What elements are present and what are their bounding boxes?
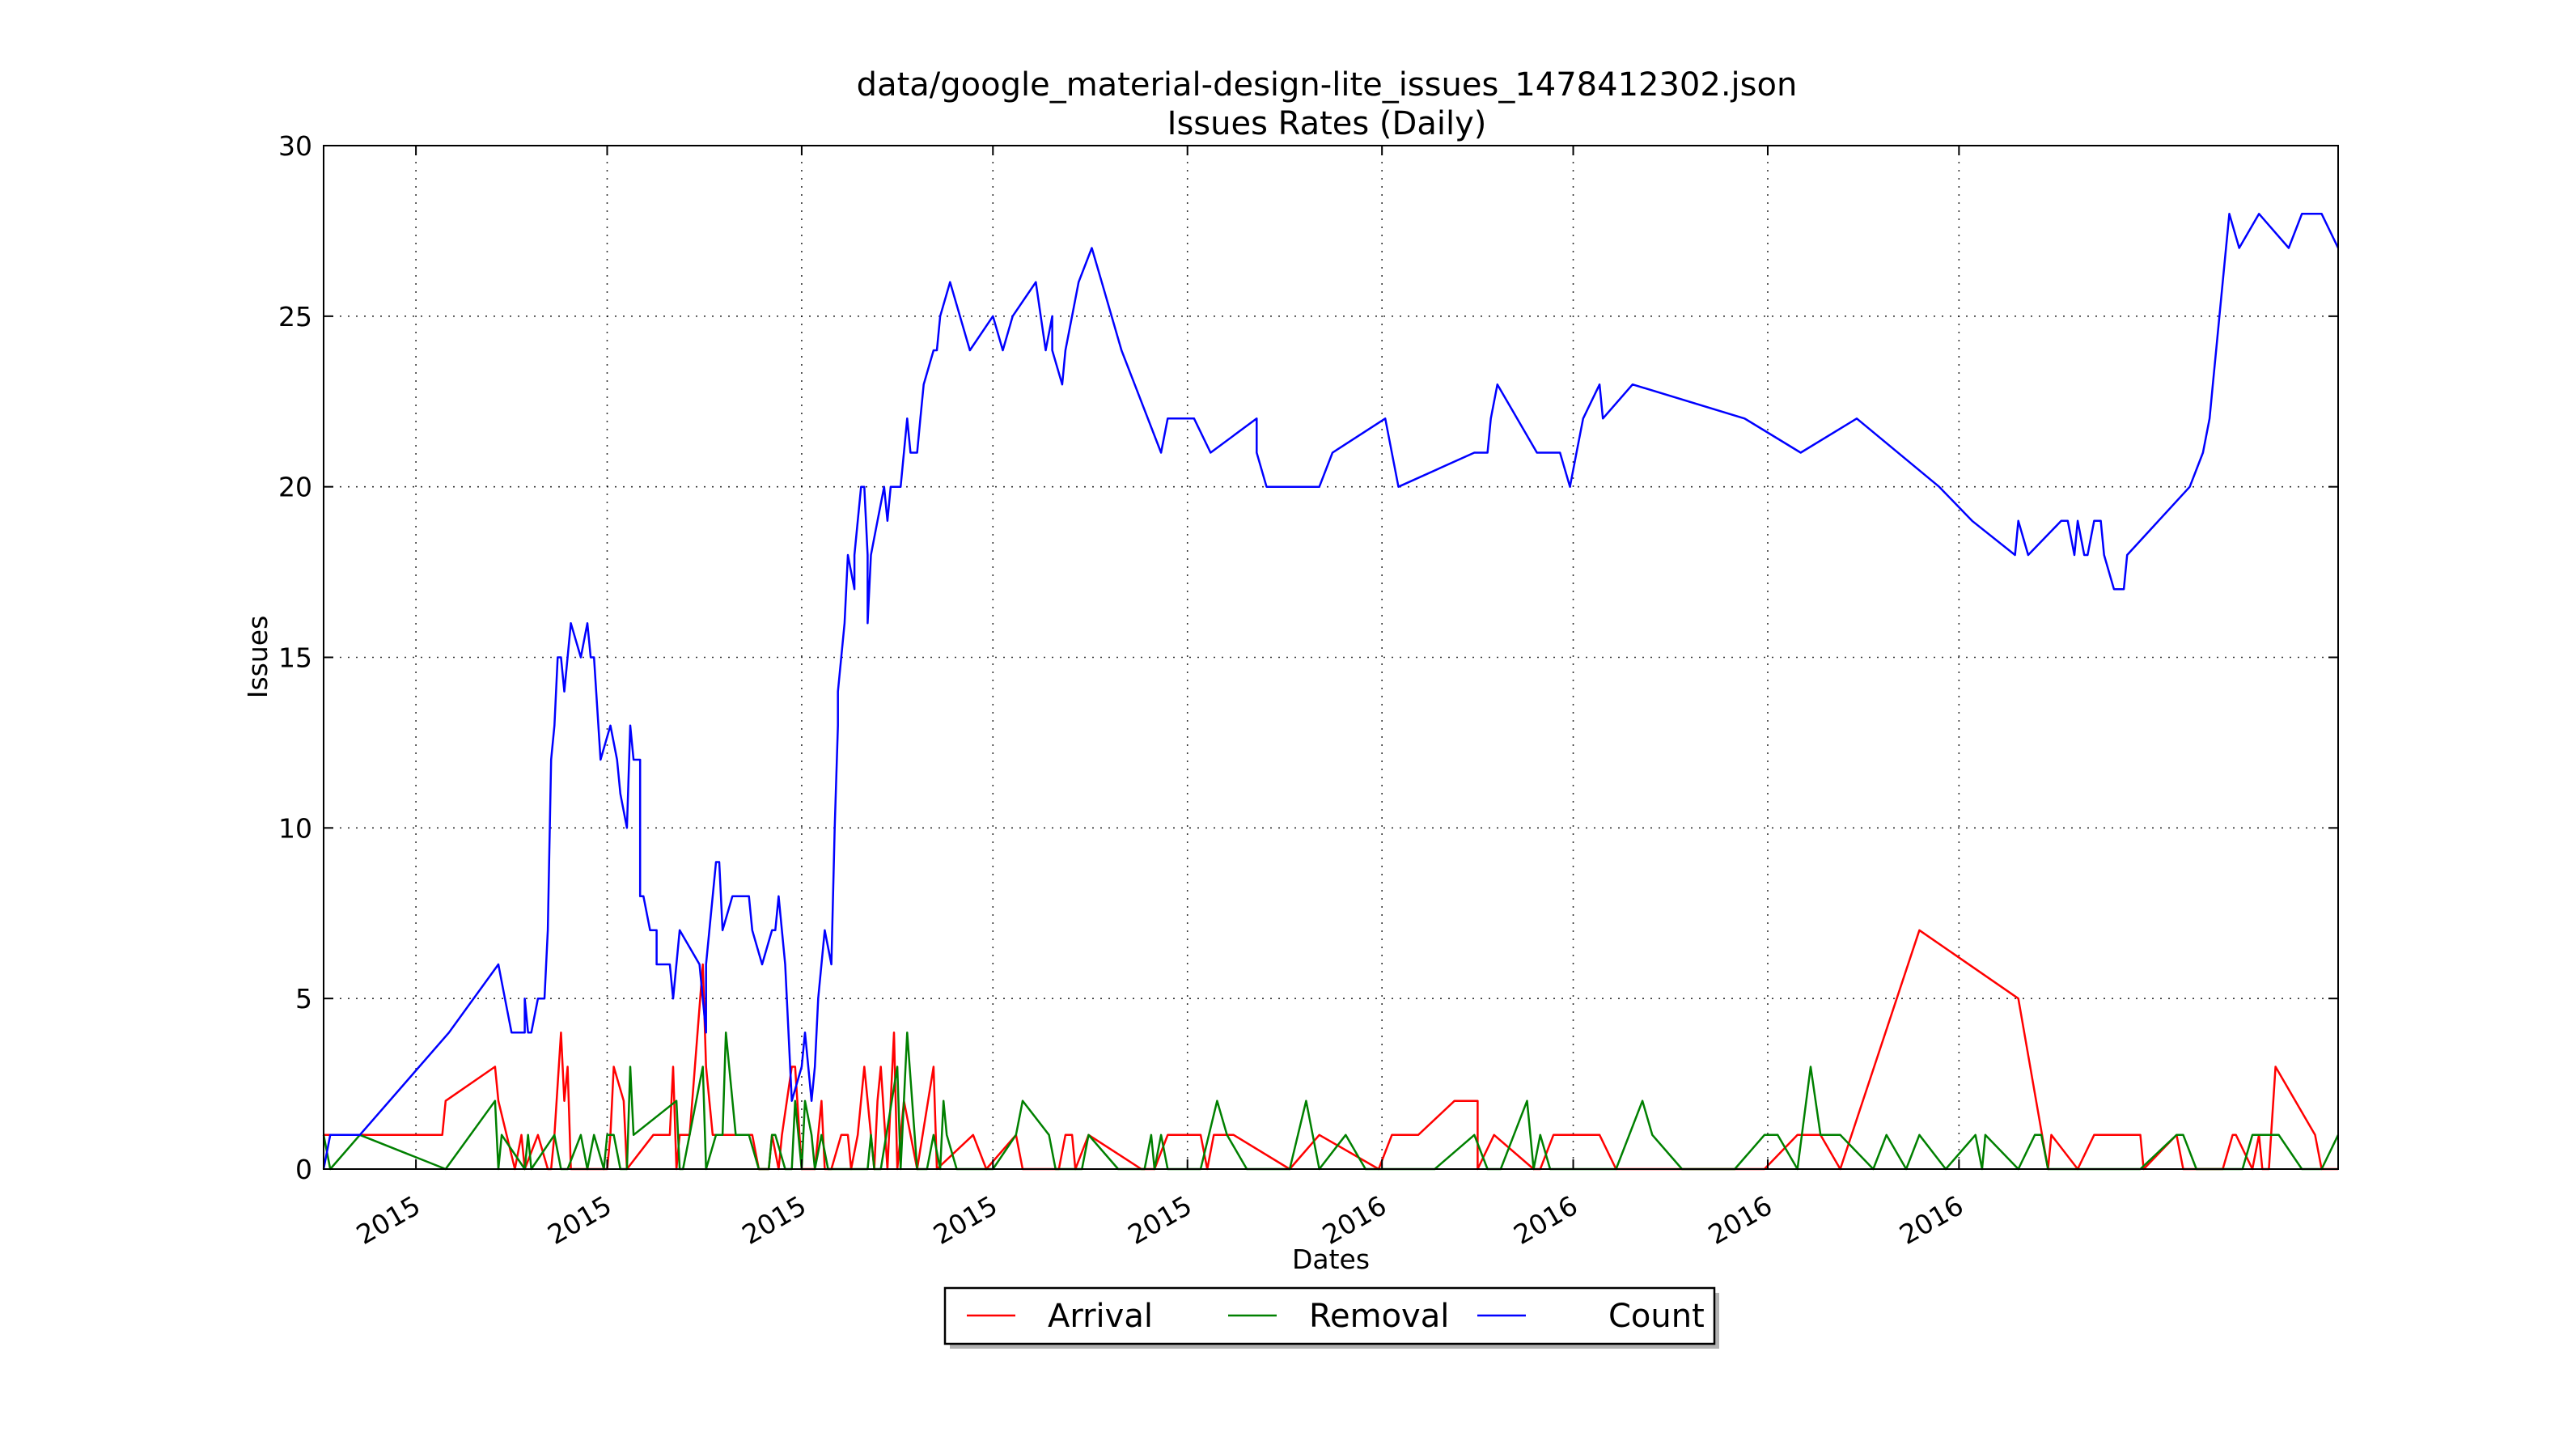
x-axis-title: Dates — [1292, 1244, 1370, 1275]
y-tick-label: 20 — [278, 472, 312, 503]
x-tick-label: 2016 — [1703, 1189, 1777, 1251]
series-lines — [322, 213, 2340, 1171]
y-axis-title: Issues — [242, 616, 273, 699]
x-tick-label: 2015 — [737, 1189, 811, 1251]
series-line-count — [322, 213, 2340, 1170]
x-tick-labels: 2015 2015 2015 2015 2015 2016 2016 2016 2016 — [351, 1189, 1968, 1251]
x-tick-label: 2016 — [1317, 1189, 1392, 1251]
x-tick-label: 2016 — [1894, 1189, 1968, 1251]
axis-ticks — [324, 145, 2338, 1170]
legend-label-count: Count — [1608, 1298, 1705, 1335]
legend-label-removal: Removal — [1309, 1298, 1449, 1335]
chart-title: data/google_material-design-lite_issues_… — [857, 66, 1798, 104]
legend: Arrival Removal Count — [943, 1286, 1719, 1349]
y-tick-label: 25 — [278, 301, 312, 333]
x-tick-label: 2015 — [1122, 1189, 1197, 1251]
y-tick-label: 0 — [295, 1154, 312, 1185]
chart-subtitle: Issues Rates (Daily) — [1167, 105, 1487, 142]
legend-box — [943, 1286, 1716, 1345]
series-line-arrival — [324, 929, 2338, 1171]
x-tick-label: 2016 — [1508, 1189, 1582, 1251]
x-tick-label: 2015 — [351, 1189, 426, 1251]
y-tick-label: 30 — [278, 130, 312, 162]
y-tick-label: 5 — [295, 983, 312, 1015]
legend-label-arrival: Arrival — [1048, 1298, 1153, 1335]
y-tick-label: 10 — [278, 812, 312, 844]
y-tick-label: 15 — [278, 642, 312, 674]
plot-frame — [323, 145, 2339, 1170]
grid — [324, 146, 2338, 1169]
y-tick-labels: 0 5 10 15 20 25 30 — [278, 130, 312, 1185]
x-tick-label: 2015 — [928, 1189, 1002, 1251]
x-tick-label: 2015 — [542, 1189, 616, 1251]
